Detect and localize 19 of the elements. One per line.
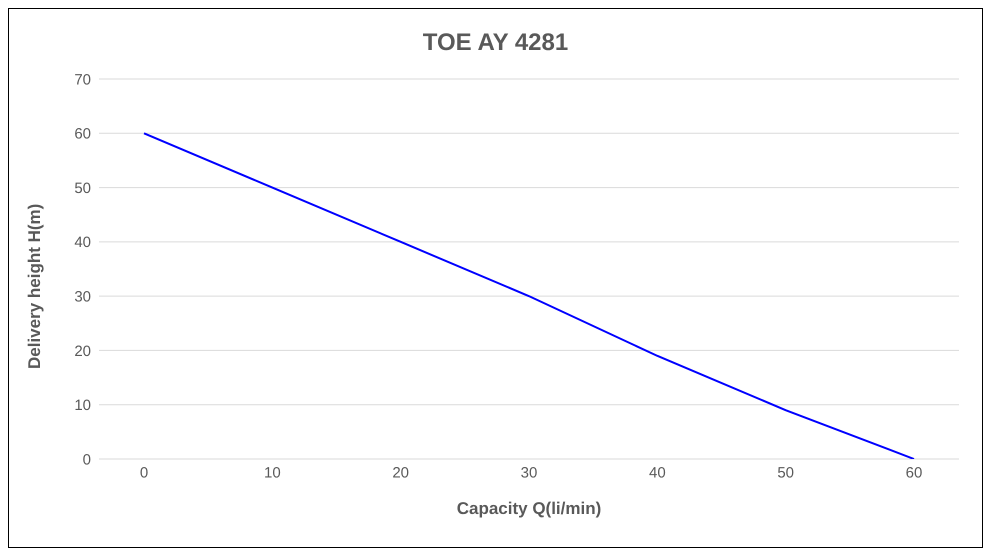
y-tick-label: 50 xyxy=(74,180,91,197)
x-axis-title: Capacity Q(li/min) xyxy=(456,499,602,518)
y-tick-label: 10 xyxy=(74,397,91,414)
x-tick-label: 0 xyxy=(140,464,148,482)
line-series xyxy=(143,132,915,459)
x-tick-label: 30 xyxy=(520,464,538,482)
y-tick-label: 60 xyxy=(74,126,91,143)
y-tick-label: 20 xyxy=(74,342,91,360)
x-tick-label: 40 xyxy=(648,464,666,482)
x-tick-label: 20 xyxy=(392,464,410,482)
y-tick-label: 30 xyxy=(74,288,91,306)
y-tick-label: 0 xyxy=(82,451,91,468)
y-tick-label: 40 xyxy=(74,234,91,252)
x-tick-label: 50 xyxy=(777,464,794,482)
y-tick-label: 70 xyxy=(74,71,91,88)
x-tick-label: 60 xyxy=(906,464,922,482)
y-axis-title: Delivery height H(m) xyxy=(25,204,44,369)
x-tick-label: 10 xyxy=(264,464,281,482)
chart-title: TOE AY 4281 xyxy=(422,29,570,58)
